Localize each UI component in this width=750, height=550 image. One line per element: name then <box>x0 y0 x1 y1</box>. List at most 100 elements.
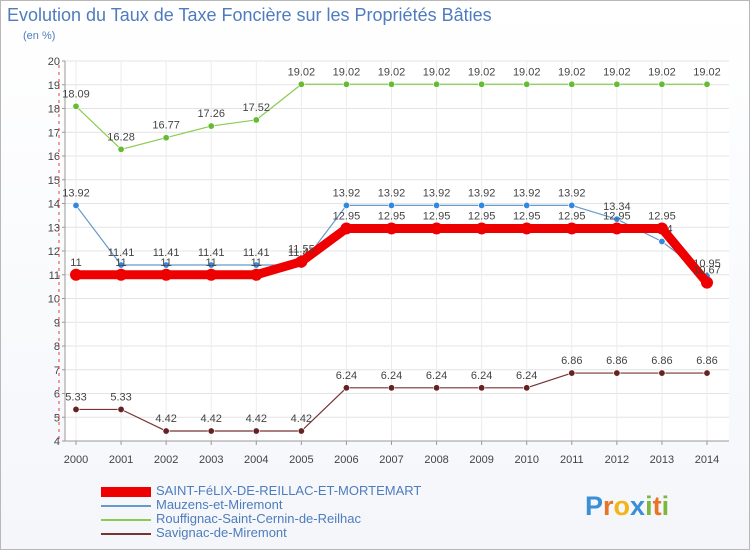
legend-swatch <box>101 519 151 521</box>
data-point <box>342 201 350 209</box>
data-label: 19.02 <box>378 66 406 78</box>
chart-title: Evolution du Taux de Taxe Foncière sur l… <box>7 5 492 25</box>
x-tick-label: 2004 <box>244 454 268 466</box>
legend-label: Rouffignac-Saint-Cernin-de-Reilhac <box>156 511 361 526</box>
data-point <box>297 427 305 435</box>
data-label: 6.24 <box>426 370 447 382</box>
x-tick-label: 2002 <box>154 454 178 466</box>
data-point <box>387 80 395 88</box>
data-label: 12.95 <box>603 210 631 222</box>
data-point <box>568 201 576 209</box>
data-point <box>523 384 531 392</box>
data-point <box>703 369 711 377</box>
data-label: 17.26 <box>197 108 225 120</box>
x-tick-label: 2010 <box>514 454 538 466</box>
x-tick-label: 2001 <box>109 454 133 466</box>
data-point <box>205 268 218 281</box>
legend-swatch <box>101 533 151 535</box>
data-point <box>430 222 443 235</box>
data-point <box>478 384 486 392</box>
y-tick-label: 4 <box>54 436 60 448</box>
x-tick-label: 2003 <box>199 454 223 466</box>
y-tick-label: 12 <box>48 246 60 258</box>
x-tick-label: 2005 <box>289 454 313 466</box>
data-label: 11 <box>251 257 262 269</box>
data-label: 11.41 <box>243 247 270 259</box>
data-label: 18.09 <box>62 88 90 100</box>
data-label: 12.95 <box>378 210 406 222</box>
data-label: 11 <box>70 257 81 269</box>
y-tick-label: 6 <box>54 389 60 401</box>
data-point <box>297 80 305 88</box>
data-point <box>433 80 441 88</box>
x-tick-label: 2008 <box>424 454 448 466</box>
data-point <box>342 80 350 88</box>
data-label: 19.02 <box>693 66 721 78</box>
data-point <box>72 405 80 413</box>
x-tick-label: 2013 <box>650 454 674 466</box>
y-tick-label: 7 <box>54 365 60 377</box>
data-label: 4.42 <box>246 413 267 425</box>
logo-letter: i <box>645 491 653 521</box>
data-point <box>433 201 441 209</box>
data-label: 6.24 <box>516 370 537 382</box>
data-label: 12.95 <box>513 210 541 222</box>
legend-swatch <box>101 505 151 507</box>
data-point <box>475 222 488 235</box>
data-point <box>385 222 398 235</box>
data-label: 11.41 <box>198 247 225 259</box>
data-label: 12.95 <box>558 210 586 222</box>
x-tick-label: 2014 <box>695 454 719 466</box>
x-tick-label: 2006 <box>334 454 358 466</box>
data-label: 4.42 <box>201 413 222 425</box>
data-point <box>658 238 666 246</box>
logo-letter: t <box>652 491 662 521</box>
data-point <box>433 384 441 392</box>
data-label: 19.02 <box>468 66 496 78</box>
data-point <box>252 261 260 269</box>
data-point <box>340 222 353 235</box>
data-label: 13.92 <box>513 187 541 199</box>
data-label: 6.86 <box>606 355 627 367</box>
data-label: 19.02 <box>648 66 676 78</box>
data-point <box>658 369 666 377</box>
data-point <box>162 134 170 142</box>
y-tick-label: 5 <box>54 412 60 424</box>
data-label: 4.42 <box>291 413 312 425</box>
data-label: 11 <box>115 257 126 269</box>
data-label: 11.55 <box>288 244 315 256</box>
data-point <box>207 122 215 130</box>
data-point <box>162 261 170 269</box>
data-label: 12.95 <box>468 210 496 222</box>
data-label: 5.33 <box>65 391 86 403</box>
x-tick-label: 2000 <box>64 454 88 466</box>
data-point <box>70 268 82 281</box>
y-tick-label: 8 <box>54 341 60 353</box>
y-tick-label: 20 <box>48 56 60 68</box>
data-label: 16.77 <box>152 120 180 132</box>
data-label: 19.02 <box>333 66 361 78</box>
x-tick-label: 2007 <box>379 454 403 466</box>
y-tick-label: 13 <box>48 222 60 234</box>
y-tick-label: 18 <box>48 104 60 116</box>
data-label: 11.41 <box>153 247 180 259</box>
series-rouffignac-saint-cernin-de-reilhac: 18.09 16.28 16.77 17.26 17.52 19.02 19.02 19.02… <box>62 66 721 153</box>
data-point <box>117 405 125 413</box>
data-point <box>117 145 125 153</box>
data-point <box>72 201 80 209</box>
data-label: 13.34 <box>603 201 631 213</box>
data-label: 19.02 <box>423 66 451 78</box>
y-tick-label: 16 <box>48 151 60 163</box>
data-point <box>655 222 668 235</box>
legend-label: Mauzens-et-Miremont <box>156 497 283 512</box>
data-point <box>387 201 395 209</box>
data-label: 12.95 <box>333 210 361 222</box>
data-label: 13.92 <box>333 187 361 199</box>
data-label: 6.86 <box>696 355 717 367</box>
data-label: 11.41 <box>108 247 135 259</box>
logo-letter: x <box>630 491 646 521</box>
data-point <box>701 276 713 289</box>
data-label: 19.02 <box>558 66 586 78</box>
data-label: 19.02 <box>513 66 541 78</box>
x-tick-label: 2011 <box>560 454 584 466</box>
